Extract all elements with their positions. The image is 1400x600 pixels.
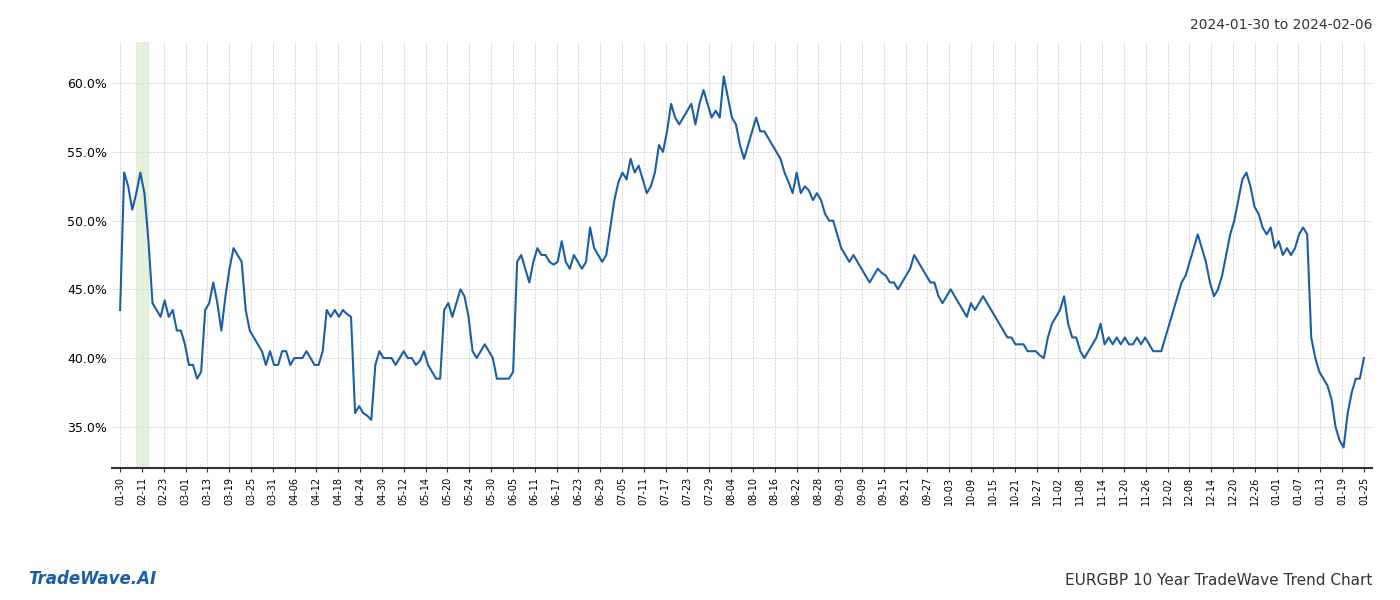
Text: EURGBP 10 Year TradeWave Trend Chart: EURGBP 10 Year TradeWave Trend Chart	[1064, 573, 1372, 588]
Bar	[136, 42, 148, 468]
Text: TradeWave.AI: TradeWave.AI	[28, 570, 157, 588]
Text: 2024-01-30 to 2024-02-06: 2024-01-30 to 2024-02-06	[1190, 18, 1372, 32]
